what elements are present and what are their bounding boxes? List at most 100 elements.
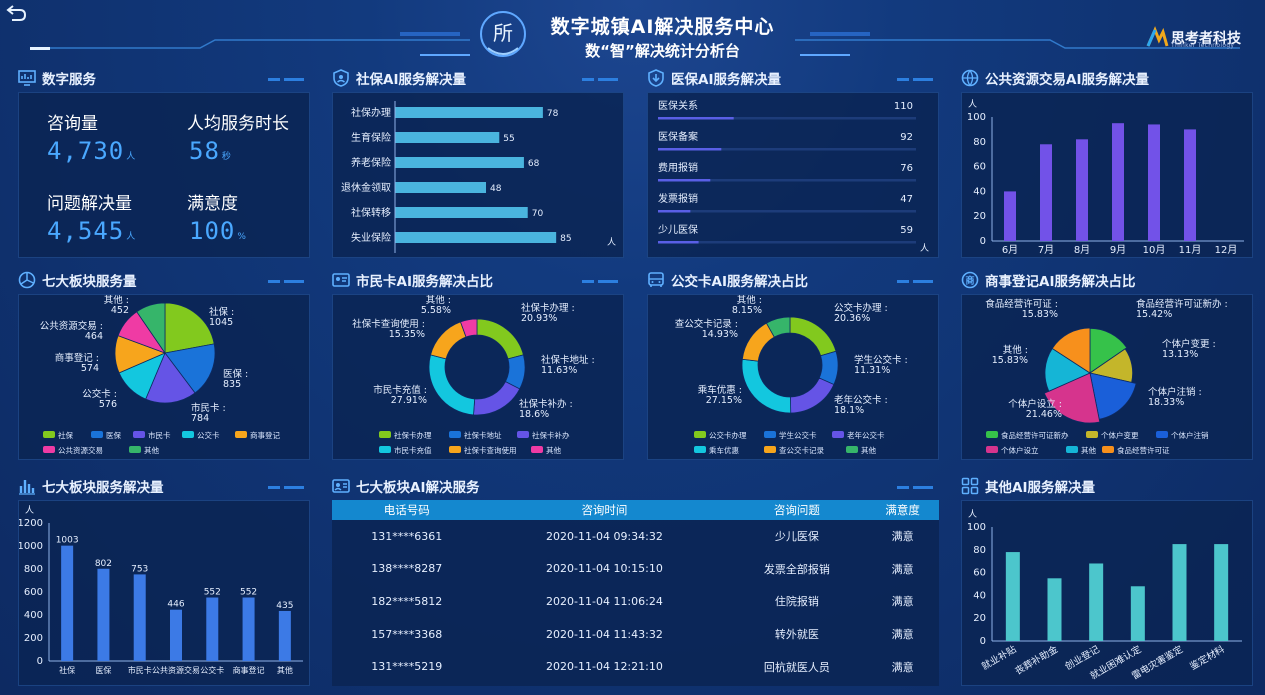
- axis-label: 人: [968, 99, 977, 110]
- data-label: 552: [240, 588, 257, 598]
- kpi-value-satisfaction: 100%: [189, 217, 247, 245]
- legend-swatch: [449, 431, 461, 438]
- header-decoration: [30, 32, 1240, 56]
- bar: [1005, 552, 1020, 641]
- panel-citizen: 市民卡AI服务解决占比 社保卡办理 :20.93% 社保卡地址 :11.63% 社保…: [332, 270, 624, 460]
- table-row[interactable]: 131****6361 2020-11-04 09:34:32 少儿医保 满意: [371, 529, 914, 544]
- column-header-satisfaction: 满意度: [866, 500, 939, 520]
- panel-title: 公共资源交易AI服务解决量: [985, 72, 1149, 88]
- tick-label: 100: [967, 522, 986, 533]
- table-row[interactable]: 182****5812 2020-11-04 11:06:24 住院报销 满意: [371, 594, 914, 609]
- pie-slice: [1089, 372, 1137, 420]
- bar: [1047, 578, 1062, 641]
- data-label: 92: [900, 132, 913, 143]
- kpi-value-solved: 4,545 人: [47, 217, 137, 245]
- brand-logo-icon: [1146, 26, 1169, 47]
- legend-label: 社保卡地址: [464, 430, 502, 440]
- bar: [658, 241, 699, 244]
- column-header-question: 咨询问题: [727, 500, 867, 520]
- panel-title: 市民卡AI服务解决占比: [356, 274, 493, 290]
- tick-label: 60: [973, 162, 986, 173]
- bar: [395, 107, 543, 118]
- bar-label: 生育保险: [351, 131, 391, 144]
- data-label: 社保卡办理 :: [521, 302, 575, 314]
- x-tick-label: 丧葬补助金: [1013, 643, 1061, 677]
- pie-slice: [164, 343, 216, 394]
- tick-label: 400: [24, 610, 43, 621]
- legend-swatch: [91, 431, 103, 438]
- table-row[interactable]: 131****5219 2020-11-04 12:21:10 回杭就医人员 满意: [371, 660, 914, 674]
- column-header-time: 咨询时间: [481, 500, 728, 520]
- globe-icon: [961, 69, 979, 87]
- tick-label: 20: [973, 613, 986, 624]
- legend-label: 市民卡充值: [394, 445, 432, 455]
- table-row[interactable]: 157****3368 2020-11-04 11:43:32 转外就医 满意: [371, 627, 914, 642]
- title-decoration: [268, 280, 304, 283]
- legend-label: 公共资源交易: [58, 445, 103, 455]
- data-label: 其他 :: [1003, 344, 1028, 356]
- data-label: 15.42%: [1136, 309, 1172, 320]
- tick-label: 80: [973, 137, 986, 148]
- legend-swatch: [1066, 446, 1078, 453]
- bar-label: 社保办理: [351, 106, 391, 119]
- bar-label: 医保关系: [658, 99, 698, 112]
- pie-slice: [1043, 372, 1101, 424]
- bar: [658, 210, 691, 213]
- chart-seven-pie: 社保 :1045 医保 :835 市民卡 :784 公交卡 :576 商事登记 :574…: [40, 295, 281, 455]
- bar: [1004, 191, 1016, 241]
- title-decoration: [268, 78, 304, 81]
- data-label: 食品经营许可证 :: [985, 298, 1058, 310]
- data-label: 商事登记 :: [55, 352, 99, 364]
- bar-label: 医保备案: [658, 130, 698, 143]
- data-label: 查公交卡记录 :: [675, 318, 738, 330]
- data-label: 1003: [56, 536, 79, 546]
- data-label: 8.15%: [732, 305, 762, 316]
- tick-label: 40: [973, 186, 986, 197]
- legend-label: 社保卡办理: [394, 430, 432, 440]
- bar-label: 费用报销: [658, 161, 698, 174]
- tick-label: 0: [37, 656, 43, 667]
- data-label: 78: [547, 109, 559, 119]
- x-tick-label: 鉴定材料: [1188, 643, 1227, 673]
- data-label: 20.93%: [521, 313, 557, 324]
- panel-table: 七大板块AI解决服务 电话号码 咨询时间 咨询问题 满意度 131****636…: [332, 476, 939, 686]
- bar: [658, 117, 734, 120]
- pie-slice: [164, 302, 215, 354]
- data-label: 435: [276, 601, 293, 611]
- tick-label: 800: [24, 564, 43, 575]
- table-header-row: 电话号码 咨询时间 咨询问题 满意度: [332, 500, 939, 520]
- legend-label: 其他: [861, 445, 876, 455]
- legend-swatch: [694, 446, 706, 453]
- back-arrow-icon[interactable]: [6, 4, 28, 22]
- axis-label: 人: [968, 509, 977, 520]
- legend-swatch: [986, 431, 998, 438]
- data-label: 公共资源交易 :: [40, 320, 103, 332]
- bar: [242, 597, 255, 661]
- brand: 思考者科技 Thinker Technology: [1145, 26, 1245, 52]
- table-row[interactable]: 138****8287 2020-11-04 10:15:10 发票全部报销 满意: [371, 562, 914, 576]
- bar: [395, 207, 528, 218]
- chart-business: 食品经营许可证新办 :15.42% 个体户变更 :13.13% 个体户注销 :18.…: [985, 298, 1227, 455]
- x-tick-label: 市民卡: [128, 665, 152, 675]
- title-decoration: [897, 280, 933, 283]
- legend-label: 社保卡查询使用: [464, 445, 517, 455]
- data-label: 14.93%: [702, 329, 738, 340]
- x-tick-label: 12月: [1215, 244, 1238, 256]
- legend-label: 社保: [58, 430, 73, 440]
- bar-label: 发票报销: [658, 192, 698, 205]
- panel-bus: 公交卡AI服务解决占比 公交卡办理 :20.36% 学生公交卡 :11.31% 老年…: [647, 270, 939, 460]
- pie-slice: [1044, 347, 1091, 392]
- data-label: 21.46%: [1026, 409, 1062, 420]
- legend-label: 社保卡补办: [532, 430, 570, 440]
- data-label: 13.13%: [1162, 349, 1198, 360]
- legend-label: 查公交卡记录: [779, 445, 824, 455]
- legend-label: 商事登记: [250, 430, 280, 440]
- panel-public: 公共资源交易AI服务解决量 0 20 40 60 80 100 人 6月 7月 8月 9月 10月 11…: [961, 68, 1253, 258]
- bar-track: [658, 117, 916, 120]
- data-label: 452: [111, 305, 129, 316]
- tick-label: 600: [24, 587, 43, 598]
- panel-business: 商 商事登记AI服务解决占比 食品经营许可证新办 :15.42% 个体户变更 :1…: [961, 270, 1253, 460]
- panel-seven-bar: 七大板块服务解决量 0 200 400 600 800 1000 1200 人 1003 社保 80…: [18, 476, 310, 686]
- legend-swatch: [379, 446, 391, 453]
- data-label: 18.33%: [1148, 397, 1184, 408]
